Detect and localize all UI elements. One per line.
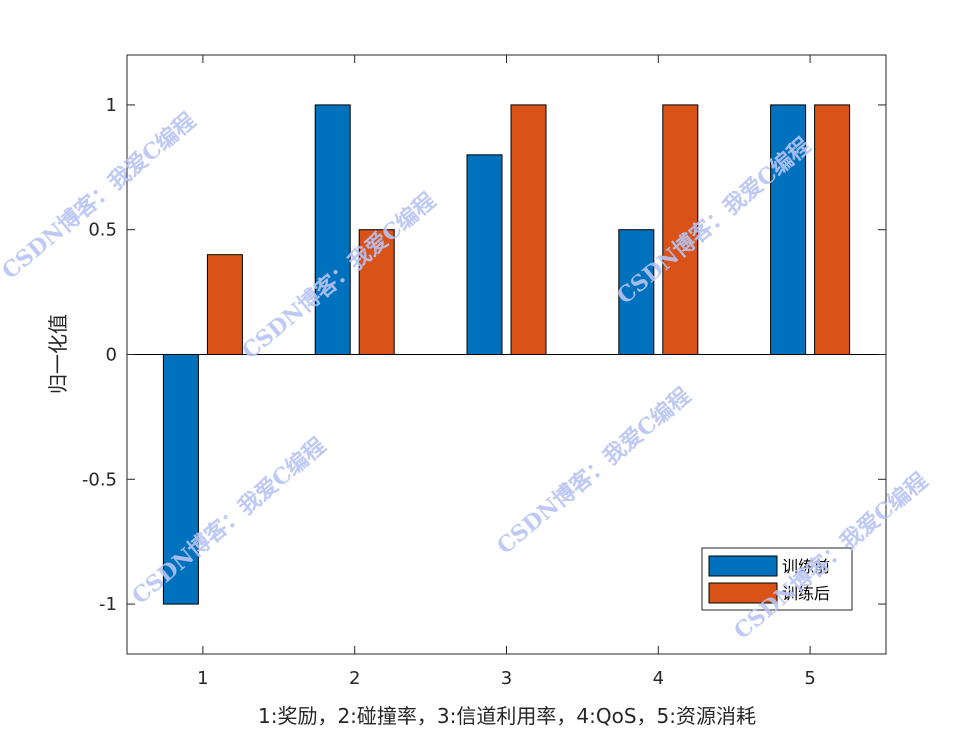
x-tick-label: 1: [197, 668, 208, 689]
bar-series2-cat1: [206, 254, 243, 356]
watermark-text: CSDN博客：我爱C编程: [492, 383, 696, 560]
watermark-text: CSDN博客：我爱C编程: [127, 433, 331, 610]
bar-series2-cat5: [814, 104, 851, 355]
bar-series1-cat3: [466, 154, 503, 355]
legend: 训练前 训练后: [701, 547, 853, 611]
x-axis-label: 1:奖励，2:碰撞率，3:信道利用率，4:QoS，5:资源消耗: [258, 704, 756, 728]
bar-series2-cat3: [510, 104, 547, 355]
y-axis-label: 归一化值: [46, 314, 70, 394]
x-tick-label: 4: [653, 668, 664, 689]
y-axis-ticks: -1 -0.5 0 0.5 1: [82, 95, 886, 615]
bar-series1-cat1: [162, 354, 199, 605]
legend-swatch-before: [708, 555, 778, 577]
y-tick-label: -1: [99, 594, 117, 615]
legend-label-before: 训练前: [782, 557, 830, 576]
legend-swatch-after: [708, 582, 778, 604]
legend-label-after: 训练后: [782, 584, 830, 603]
x-tick-label: 3: [501, 668, 512, 689]
bars-group: [162, 104, 851, 605]
y-tick-label: 0.5: [88, 220, 117, 241]
y-tick-label: 0: [106, 345, 117, 366]
bar-series1-cat2: [314, 104, 351, 355]
bar-series2-cat4: [662, 104, 699, 355]
bar-series2-cat2: [358, 229, 395, 355]
x-axis-ticks: 1 2 3 4 5: [197, 55, 816, 689]
y-tick-label: -0.5: [82, 469, 117, 490]
x-tick-label: 2: [349, 668, 360, 689]
x-tick-label: 5: [804, 668, 815, 689]
watermark-text: CSDN博客：我爱C编程: [0, 108, 201, 285]
y-tick-label: 1: [106, 95, 117, 116]
